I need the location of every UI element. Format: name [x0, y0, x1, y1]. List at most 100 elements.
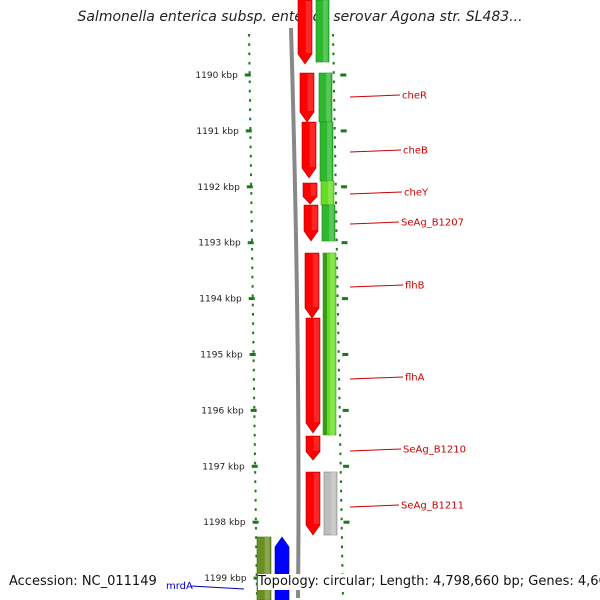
dotted-track-mark	[337, 340, 340, 344]
scale-tick	[248, 297, 255, 301]
gene-label: flhA	[405, 373, 425, 384]
dotted-track-mark	[253, 415, 256, 418]
cog-feature-highlight	[323, 0, 328, 62]
dotted-track-mark	[341, 545, 343, 549]
cog-feature	[321, 204, 336, 242]
scale-tick	[246, 185, 253, 189]
gene-leader-line	[349, 376, 404, 380]
scale-tick-right	[340, 129, 347, 133]
dotted-track-mark	[332, 43, 335, 46]
dotted-track-mark	[255, 545, 258, 549]
gene-leader-line	[349, 149, 402, 153]
dotted-track-mark	[251, 266, 254, 270]
forward-cds-arrow	[302, 182, 318, 205]
gene-leader-line	[349, 94, 401, 98]
dotted-track-mark	[335, 210, 338, 214]
dotted-track-mark	[338, 387, 341, 390]
dotted-track-mark	[250, 192, 253, 195]
dotted-track-mark	[335, 220, 338, 223]
forward-cds-arrow	[304, 252, 320, 319]
dotted-track-mark	[249, 145, 252, 149]
dotted-track-mark	[340, 508, 343, 511]
dotted-track-mark	[333, 117, 336, 121]
dotted-track-mark	[249, 108, 252, 111]
dotted-track-mark	[334, 145, 336, 149]
dotted-track-mark	[251, 247, 254, 251]
scale-tick-label: 1196 kbp	[201, 406, 244, 416]
dotted-track-mark	[248, 61, 251, 65]
scale-tick-label: 1199 kbp	[204, 574, 247, 584]
scale-tick-right	[342, 353, 349, 356]
dotted-track-mark	[336, 303, 339, 307]
scale-tick	[247, 241, 254, 245]
dotted-track-mark	[252, 340, 255, 344]
gene-leader-line	[349, 504, 400, 508]
dotted-track-mark	[338, 406, 341, 409]
dotted-track-mark	[334, 164, 337, 167]
gene-leader-line	[349, 448, 402, 452]
cog-feature-highlight	[326, 73, 331, 122]
scale-tick-right	[343, 520, 350, 524]
dotted-track-mark	[253, 406, 256, 409]
dotted-track-mark	[333, 127, 336, 130]
dotted-track-mark	[339, 480, 342, 483]
dotted-track-mark	[339, 471, 342, 474]
cog-feature-olive-highlight	[264, 537, 270, 600]
scale-tick-label: 1193 kbp	[198, 239, 241, 249]
dotted-track-mark	[249, 136, 252, 139]
dotted-track-mark	[250, 201, 253, 204]
accession-text: Accession: NC_011149	[9, 574, 157, 590]
dotted-track-mark	[255, 536, 258, 539]
dotted-track-mark	[254, 508, 257, 511]
scale-tick-label: 1190 kbp	[195, 71, 238, 81]
dotted-track-mark	[340, 499, 343, 502]
scale-tick-right	[341, 241, 348, 245]
dotted-track-mark	[338, 378, 341, 381]
gene-leader-line	[349, 284, 404, 288]
dotted-track-mark	[252, 331, 255, 335]
forward-cds-arrow-highlight	[313, 437, 320, 451]
dotted-track-mark	[332, 61, 335, 65]
dotted-track-mark	[254, 471, 257, 474]
gene-label: cheB	[403, 146, 428, 157]
dotted-track-mark	[255, 554, 258, 558]
dotted-track-mark	[335, 229, 338, 232]
forward-cds-arrow-highlight	[305, 1, 312, 53]
gene-label: SeAg_B1211	[401, 501, 464, 512]
dotted-track-mark	[341, 592, 344, 595]
dotted-track-mark	[335, 238, 338, 242]
dotted-track-mark	[336, 266, 339, 270]
dotted-track-mark	[250, 220, 253, 223]
backbone-line	[289, 27, 301, 599]
gene-labels: cheR cheB cheY SeAg_B1207 flhB flhA SeAg_B1210…	[166, 91, 466, 593]
cog-feature-olive	[256, 536, 272, 600]
dotted-track-mark	[333, 108, 336, 111]
scale-tick-label: 1192 kbp	[197, 183, 240, 193]
reverse-cds-arrow	[274, 536, 290, 600]
dotted-track-mark	[254, 461, 257, 465]
forward-cds-arrow-highlight	[309, 123, 316, 167]
dotted-track-mark	[337, 322, 340, 325]
gene-leader-line	[349, 191, 403, 195]
dotted-track-mark	[251, 285, 254, 288]
scale-tick-label: 1198 kbp	[203, 518, 246, 528]
dotted-track-mark	[337, 350, 340, 353]
dotted-track-mark	[338, 424, 341, 428]
gene-label: cheR	[402, 91, 427, 102]
forward-cds-arrow-highlight	[313, 319, 320, 422]
forward-cds-arrow	[305, 317, 321, 434]
dotted-track-mark	[332, 71, 335, 74]
scale-tick	[245, 129, 252, 133]
dotted-track-mark	[341, 554, 344, 558]
dotted-track-mark	[253, 396, 256, 400]
forward-cds-arrow	[305, 471, 321, 536]
dotted-track-mark	[255, 573, 258, 576]
dotted-track-mark	[248, 80, 251, 84]
dotted-track-mark	[248, 89, 251, 93]
scale-tick	[250, 408, 257, 412]
cog-feature-highlight	[330, 253, 335, 435]
gene-label: SeAg_B1210	[403, 445, 466, 456]
dotted-track-mark	[333, 136, 336, 139]
scale-tick	[252, 520, 259, 524]
